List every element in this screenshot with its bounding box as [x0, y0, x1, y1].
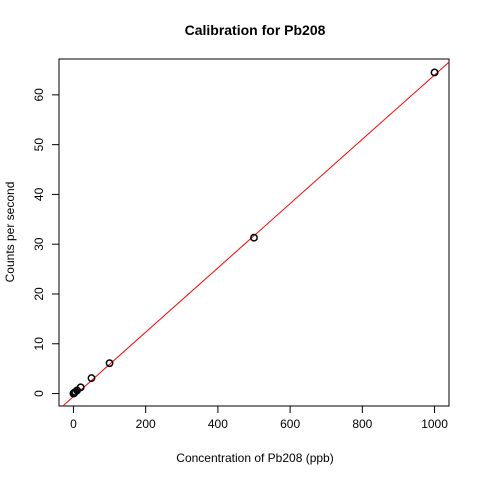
- points-layer: [69, 68, 439, 398]
- y-tick-label: 30: [32, 237, 46, 251]
- fit-line: [62, 61, 450, 407]
- x-tick-label: 600: [280, 417, 300, 431]
- x-tick-label: 200: [136, 417, 156, 431]
- data-point: [76, 383, 85, 392]
- y-tick-label: 40: [32, 187, 46, 201]
- data-point: [71, 388, 80, 396]
- data-point: [430, 68, 439, 77]
- y-tick-label: 0: [32, 390, 46, 397]
- data-point: [105, 359, 114, 368]
- x-tick-label: 0: [70, 417, 77, 431]
- data-point: [87, 374, 96, 383]
- x-tick-label: 1000: [421, 417, 448, 431]
- data-point: [250, 233, 258, 242]
- y-axis: 0 10 20 30 40 50 60: [32, 88, 60, 397]
- fit-layer: [62, 61, 450, 407]
- y-tick-label: 20: [32, 287, 46, 301]
- x-axis: 0 200 400 600 800 1000: [70, 405, 448, 431]
- x-axis-label: Concentration of Pb208 (ppb): [176, 451, 333, 465]
- y-axis-label: Counts per second: [3, 182, 17, 283]
- y-tick-label: 50: [32, 138, 46, 152]
- x-tick-label: 800: [352, 417, 372, 431]
- x-tick-label: 400: [208, 417, 228, 431]
- y-tick-label: 10: [32, 337, 46, 351]
- y-tick-label: 60: [32, 88, 46, 102]
- chart-title: Calibration for Pb208: [185, 22, 326, 38]
